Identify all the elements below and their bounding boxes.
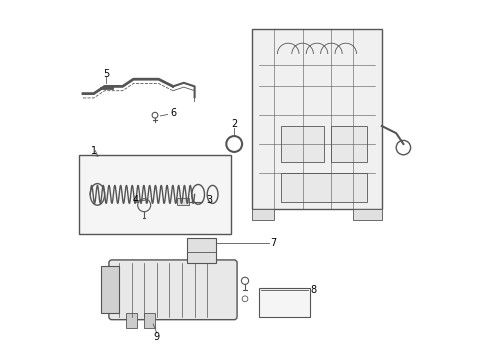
Text: 3: 3 [206, 195, 212, 205]
Text: 8: 8 [310, 285, 317, 295]
Bar [281, 126, 324, 162]
Text: 4: 4 [132, 195, 138, 205]
Bar [79, 155, 231, 234]
Bar [281, 173, 368, 202]
Bar [259, 288, 310, 317]
Bar [144, 313, 155, 328]
Text: 6: 6 [170, 108, 176, 118]
Bar [187, 238, 216, 263]
Text: 2: 2 [231, 119, 237, 129]
Bar [252, 209, 274, 220]
FancyBboxPatch shape [109, 260, 237, 320]
Text: 7: 7 [270, 238, 277, 248]
Bar [353, 209, 382, 220]
Bar [176, 198, 189, 205]
Bar [126, 313, 137, 328]
FancyBboxPatch shape [252, 29, 382, 209]
Text: 9: 9 [154, 332, 160, 342]
Bar [101, 266, 119, 313]
Text: 1: 1 [91, 146, 97, 156]
Text: 5: 5 [103, 69, 110, 79]
Bar [331, 126, 368, 162]
